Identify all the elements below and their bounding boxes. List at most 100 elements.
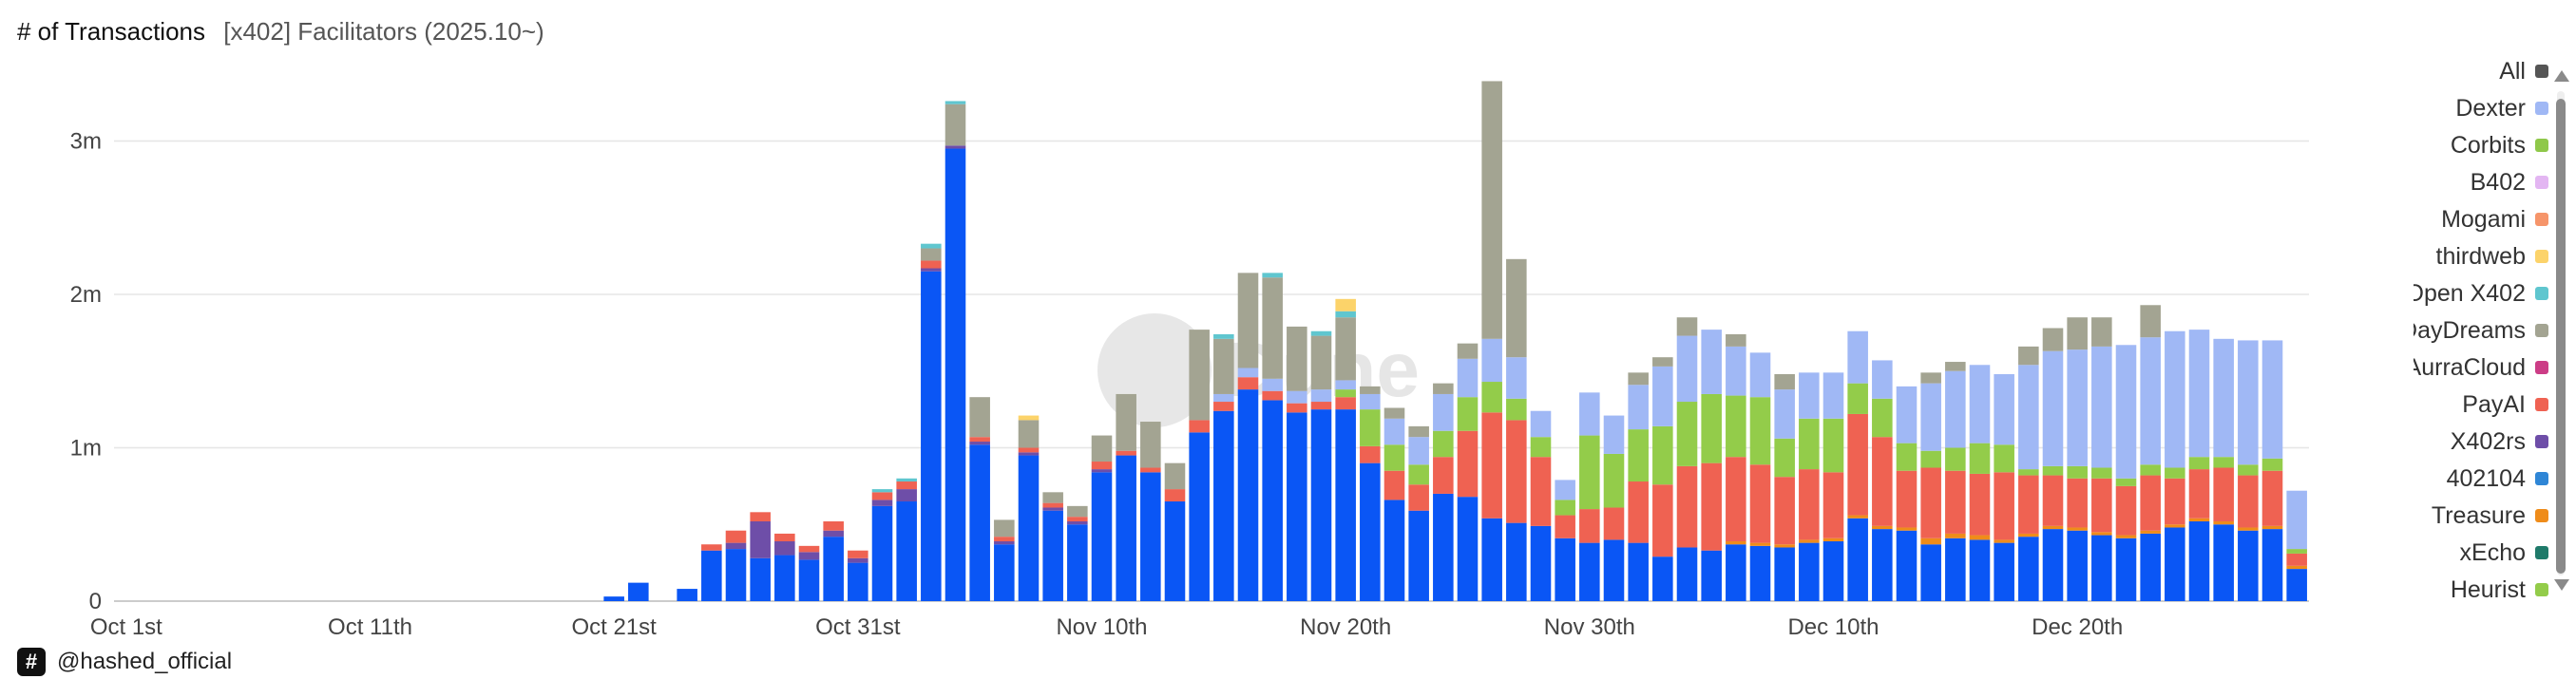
legend-item-aurracloud[interactable]: AurraCloud [2414, 353, 2548, 382]
bar-segment-daydreams[interactable] [1287, 326, 1307, 391]
bar-segment-402104[interactable] [1920, 544, 1941, 601]
bar-segment-payai[interactable] [701, 544, 722, 551]
bar-segment-x402rs[interactable] [725, 542, 747, 550]
bar-segment-402104[interactable] [1749, 545, 1771, 601]
bar-segment-daydreams[interactable] [2140, 305, 2161, 338]
bar-segment-daydreams[interactable] [1774, 373, 1795, 390]
bar-segment-dexter[interactable] [1579, 392, 1600, 436]
bar-segment-402104[interactable] [2286, 569, 2307, 601]
bar-segment-daydreams[interactable] [1408, 425, 1429, 438]
bar-segment-402104[interactable] [969, 444, 990, 601]
bar-segment-payai[interactable] [2067, 478, 2088, 528]
bar-segment-payai[interactable] [1213, 402, 1234, 411]
bar-segment-payai[interactable] [823, 521, 844, 531]
bar-segment-402104[interactable] [725, 549, 747, 601]
bar-segment-treasure[interactable] [2042, 525, 2064, 530]
bar-segment-402104[interactable] [1383, 500, 1405, 601]
bar-segment-402104[interactable] [1213, 410, 1234, 601]
bar-segment-daydreams[interactable] [1116, 393, 1136, 451]
bar-segment-payai[interactable] [1822, 472, 1844, 538]
bar-segment-payai[interactable] [1383, 470, 1405, 500]
bar-segment-payai[interactable] [725, 530, 747, 543]
bar-segment-thirdweb[interactable] [1335, 298, 1356, 311]
legend-item-thirdweb[interactable]: thirdweb [2436, 242, 2548, 271]
bar-segment-payai[interactable] [1847, 413, 1868, 516]
bar-segment-heurist[interactable] [2286, 549, 2307, 554]
bar-segment-402104[interactable] [1799, 542, 1820, 601]
bar-segment-402104[interactable] [1701, 550, 1722, 601]
bar-segment-daydreams[interactable] [2091, 317, 2112, 347]
scroll-thumb[interactable] [2556, 99, 2566, 574]
bar-segment-payai[interactable] [1872, 437, 1893, 526]
bar-segment-dexter[interactable] [1433, 393, 1454, 431]
bar-segment-daydreams[interactable] [1091, 435, 1113, 462]
bar-segment-payai[interactable] [1774, 477, 1795, 545]
bar-segment-heurist[interactable] [1822, 418, 1844, 473]
bar-segment-heurist[interactable] [1872, 398, 1893, 438]
bar-segment-402104[interactable] [1042, 510, 1063, 601]
bar-segment-402104[interactable] [1360, 462, 1381, 601]
bar-segment-x402rs[interactable] [1091, 469, 1113, 473]
bar-segment-payai[interactable] [871, 492, 893, 500]
bar-segment-x402rs[interactable] [994, 541, 1015, 545]
bar-segment-payai[interactable] [969, 437, 990, 443]
bar-segment-x402rs[interactable] [750, 521, 771, 558]
bar-segment-402104[interactable] [701, 550, 722, 601]
bar-segment-heurist[interactable] [2115, 478, 2137, 486]
bar-segment-402104[interactable] [871, 505, 893, 601]
bar-segment-daydreams[interactable] [1481, 81, 1502, 339]
bar-segment-dexter[interactable] [2165, 330, 2185, 468]
bar-segment-402104[interactable] [994, 544, 1015, 601]
bar-segment-402104[interactable] [1994, 542, 2014, 601]
bar-segment-treasure[interactable] [2286, 565, 2307, 570]
bar-segment-heurist[interactable] [1896, 443, 1918, 471]
bar-segment-402104[interactable] [848, 562, 868, 601]
bar-segment-daydreams[interactable] [969, 397, 990, 438]
bar-segment-payai[interactable] [1018, 447, 1040, 453]
bar-segment-dexter[interactable] [1310, 389, 1332, 403]
bar-segment-dexter[interactable] [1749, 352, 1771, 398]
bar-segment-heurist[interactable] [1994, 444, 2014, 473]
bar-segment-dexter[interactable] [1872, 360, 1893, 399]
bar-segment-daydreams[interactable] [1213, 338, 1234, 394]
bar-segment-payai[interactable] [2115, 485, 2137, 536]
bar-segment-payai[interactable] [1555, 515, 1575, 538]
bar-segment-payai[interactable] [1116, 450, 1136, 456]
bar-segment-dexter[interactable] [2115, 345, 2137, 479]
bar-segment-heurist[interactable] [2042, 465, 2064, 476]
bar-segment-402104[interactable] [774, 555, 795, 601]
bar-segment-402104[interactable] [823, 537, 844, 601]
bar-segment-402104[interactable] [1652, 557, 1673, 601]
bar-segment-payai[interactable] [1628, 481, 1649, 543]
bar-segment-402104[interactable] [2261, 529, 2283, 601]
bar-segment-dexter[interactable] [1506, 357, 1527, 399]
bar-segment-dexter[interactable] [2018, 365, 2039, 470]
legend-item-x402rs[interactable]: X402rs [2451, 427, 2548, 456]
bar-segment-heurist[interactable] [1506, 398, 1527, 421]
bar-segment-402104[interactable] [1628, 542, 1649, 601]
bar-segment-402104[interactable] [1969, 539, 1991, 601]
bar-segment-daydreams[interactable] [1335, 317, 1356, 381]
bar-segment-daydreams[interactable] [1189, 330, 1210, 421]
bar-segment-daydreams[interactable] [1360, 386, 1381, 394]
bar-segment-open-x402[interactable] [1262, 273, 1283, 278]
bar-segment-open-x402[interactable] [896, 478, 917, 482]
bar-segment-payai[interactable] [1701, 462, 1722, 551]
bar-segment-payai[interactable] [1726, 457, 1746, 542]
legend-scrollbar[interactable] [2554, 65, 2569, 596]
bar-segment-402104[interactable] [1579, 542, 1600, 601]
bar-segment-daydreams[interactable] [1067, 505, 1088, 518]
bar-segment-daydreams[interactable] [1920, 372, 1941, 384]
bar-segment-daydreams[interactable] [1164, 462, 1186, 490]
bar-segment-treasure[interactable] [1799, 539, 1820, 543]
bar-segment-treasure[interactable] [2018, 533, 2039, 538]
bar-segment-heurist[interactable] [1774, 438, 1795, 478]
bar-segment-402104[interactable] [2042, 529, 2064, 601]
bar-segment-x402rs[interactable] [1042, 507, 1063, 511]
bar-segment-dexter[interactable] [2140, 337, 2161, 465]
bar-segment-dexter[interactable] [1920, 383, 1941, 451]
bar-segment-dexter[interactable] [1408, 437, 1429, 465]
bar-segment-x402rs[interactable] [823, 530, 844, 538]
bar-segment-treasure[interactable] [2238, 527, 2259, 531]
bar-segment-dexter[interactable] [1237, 368, 1259, 378]
